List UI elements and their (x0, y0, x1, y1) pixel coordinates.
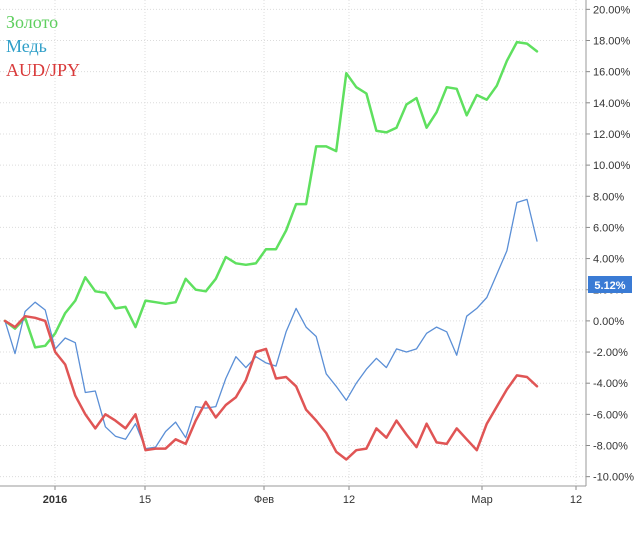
y-tick-label: 10.00% (593, 160, 631, 172)
y-tick-label: -8.00% (593, 441, 628, 453)
x-tick-label: Фев (254, 494, 274, 506)
series-lines (3, 40, 539, 461)
x-tick-label: 12 (570, 494, 582, 506)
y-tick-label: 18.00% (593, 36, 631, 48)
current-value-badge-bg (588, 276, 632, 293)
series-line-audjpy (3, 314, 539, 461)
y-tick-label: 6.00% (593, 222, 624, 234)
current-value-badge-text: 5.12% (594, 280, 625, 292)
legend: Золото Медь AUD/JPY (6, 12, 80, 80)
x-tick-label: 2016 (43, 494, 67, 506)
y-tick-label: 8.00% (593, 191, 624, 203)
x-tick-label: 15 (139, 494, 151, 506)
series-line-gold (3, 40, 539, 349)
y-tick-label: 20.00% (593, 4, 631, 16)
x-tick-label: Мар (471, 494, 493, 506)
y-tick-label: -10.00% (593, 472, 634, 484)
y-tick-label: -2.00% (593, 347, 628, 359)
y-tick-label: 12.00% (593, 129, 631, 141)
grid (0, 0, 586, 486)
y-tick-label: -6.00% (593, 409, 628, 421)
axes: 20.00% 18.00% 16.00% 14.00% 12.00% 10.00% 8.00… (0, 0, 634, 506)
y-tick-label: 14.00% (593, 98, 631, 110)
y-tick-label: 0.00% (593, 316, 624, 328)
legend-entry-gold: Золото (6, 12, 58, 32)
y-tick-label: -4.00% (593, 378, 628, 390)
x-tick-label: 12 (343, 494, 355, 506)
legend-entry-audjpy: AUD/JPY (6, 60, 80, 80)
current-value-badge: 5.12% (588, 276, 632, 293)
y-tick-label: 16.00% (593, 67, 631, 79)
y-tick-label: 4.00% (593, 254, 624, 266)
legend-entry-copper: Медь (6, 36, 47, 56)
